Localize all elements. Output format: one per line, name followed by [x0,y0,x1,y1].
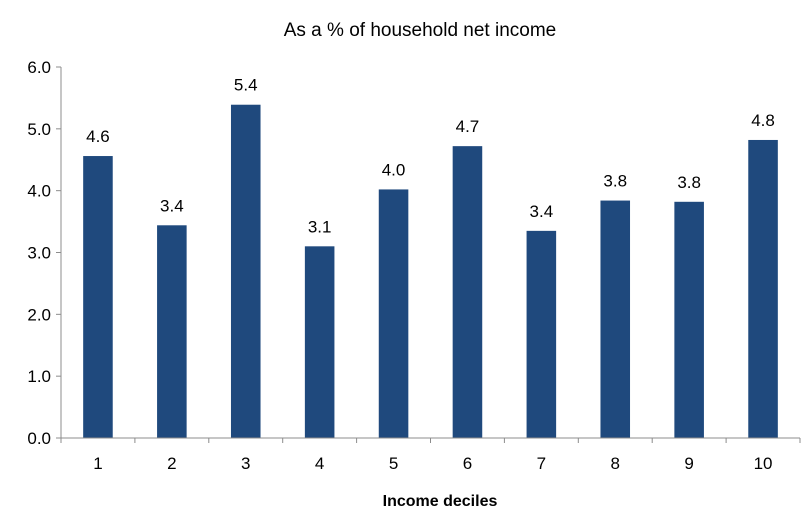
x-tick-label: 2 [167,454,176,473]
x-tick-label: 9 [684,454,693,473]
data-label-7: 3.4 [530,202,554,221]
x-tick-label: 8 [611,454,620,473]
chart-title: As a % of household net income [284,20,557,41]
data-label-4: 3.1 [308,217,332,236]
y-tick-label: 0.0 [27,429,51,448]
y-tick-label: 3.0 [27,244,51,263]
y-tick-label: 5.0 [27,120,51,139]
x-tick-label: 7 [537,454,546,473]
x-axis-label: Income deciles [383,493,498,510]
y-axis-ticks: 0.0 1.0 2.0 3.0 4.0 5.0 6.0 [27,58,61,448]
bars [83,104,778,439]
bar-2 [157,225,187,438]
x-tick-label: 4 [315,454,324,473]
bar-3 [230,104,261,439]
x-tick-label: 5 [389,454,398,473]
bar-6 [452,146,483,438]
x-axis-ticks: 1 2 3 4 5 6 7 8 9 10 [60,438,801,473]
bar-10 [748,139,778,439]
bar-8 [600,200,631,438]
bar-5 [378,189,409,438]
data-labels: 4.6 3.4 5.4 3.1 4.0 4.7 3.4 3.8 3.8 4.8 [86,76,775,237]
data-label-1: 4.6 [86,127,110,146]
y-tick-label: 1.0 [27,367,51,386]
data-label-10: 4.8 [751,111,775,130]
bar-9 [674,201,704,438]
x-tick-label: 6 [463,454,472,473]
y-tick-label: 4.0 [27,182,51,201]
data-label-2: 3.4 [160,196,184,215]
x-tick-label: 1 [93,454,102,473]
bar-1 [83,156,113,439]
data-label-8: 3.8 [603,172,627,191]
x-tick-label: 10 [754,454,773,473]
bar-4 [304,246,335,438]
y-tick-label: 6.0 [27,58,51,77]
bar-7 [526,230,557,438]
data-label-3: 5.4 [234,76,258,95]
y-tick-label: 2.0 [27,305,51,324]
data-label-6: 4.7 [456,117,480,136]
x-tick-label: 3 [241,454,250,473]
data-label-5: 4.0 [382,160,406,179]
data-label-9: 3.8 [677,173,701,192]
